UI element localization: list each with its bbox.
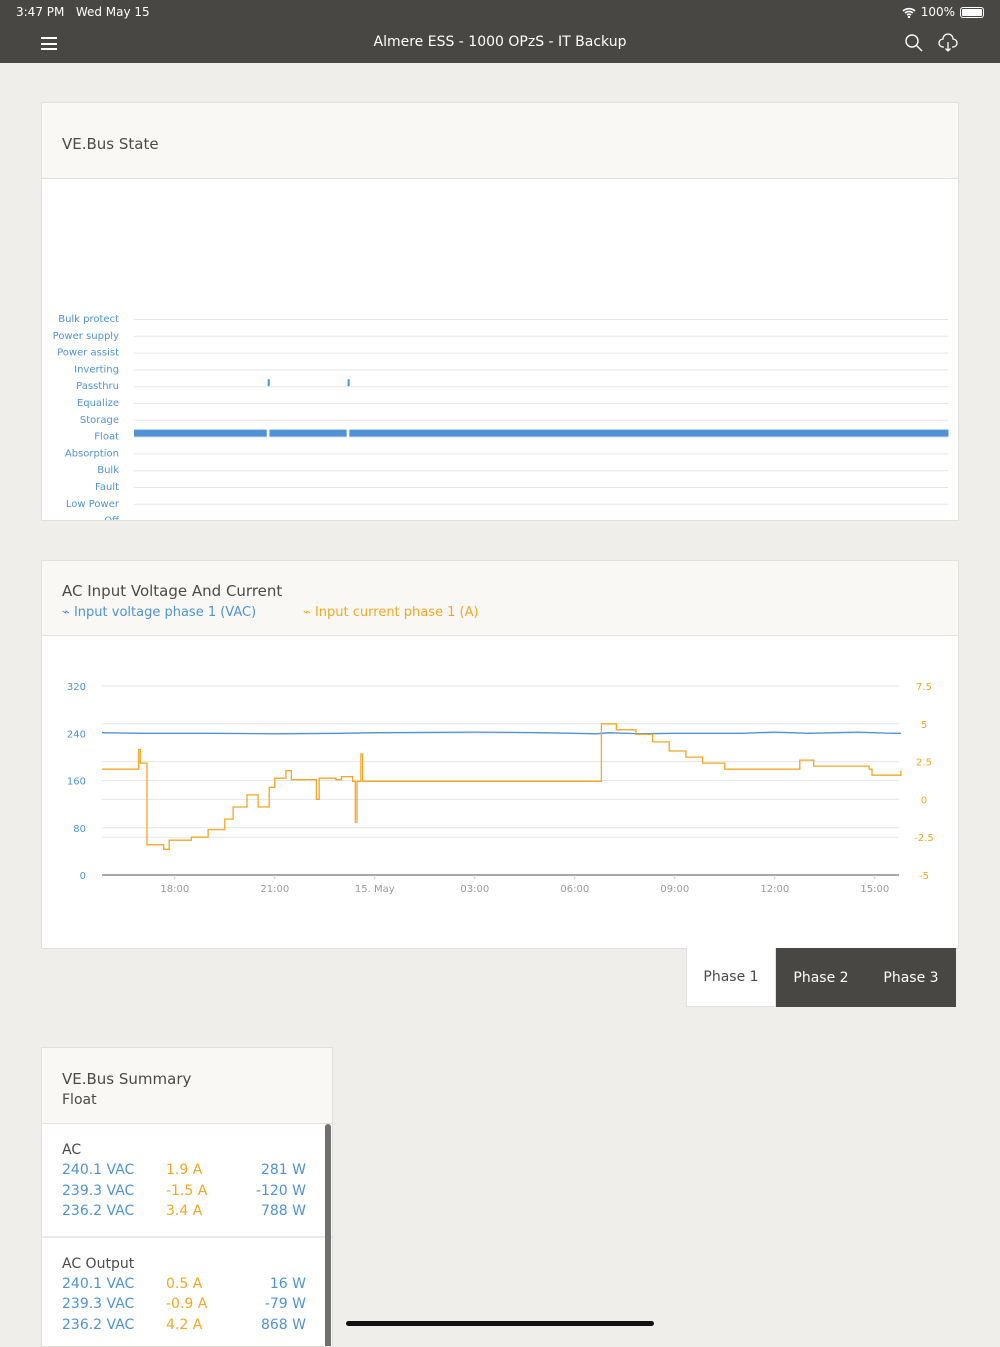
- tab-phase-1[interactable]: Phase 1: [686, 948, 776, 1007]
- current-series-line: [102, 724, 901, 850]
- x-tick-label: 15:00: [860, 884, 889, 895]
- state-label: Fault: [95, 482, 119, 493]
- section-title: AC Output: [62, 1256, 312, 1272]
- ac-input-chart: 0 80 160 240 320 -5 -2.5 0 2.5 5 7.5 18:00 21:00 15. …: [42, 637, 958, 949]
- y-right-tick-label: -2.5: [914, 833, 934, 844]
- voltage-value: 240.1 VAC: [62, 1162, 166, 1183]
- power-value: -79 W: [226, 1296, 306, 1317]
- y-left-tick-label: 0: [80, 871, 86, 882]
- page-title: Almere ESS - 1000 OPzS - IT Backup: [0, 34, 1000, 50]
- summary-row: 239.3 VAC-0.9 A-79 W: [62, 1296, 312, 1317]
- voltage-value: 239.3 VAC: [62, 1183, 166, 1204]
- status-time: 3:47 PM Wed May 15: [16, 5, 150, 19]
- card-title: VE.Bus Summary: [62, 1070, 312, 1088]
- y-right-tick-label: 0: [921, 795, 927, 806]
- state-label: Absorption: [65, 448, 119, 459]
- legend-current[interactable]: ⌁ Input current phase 1 (A): [303, 605, 479, 620]
- current-value: 1.9 A: [166, 1162, 226, 1183]
- state-bar: [349, 430, 948, 437]
- x-tick-label: 03:00: [460, 884, 489, 895]
- state-label: Power assist: [57, 348, 119, 359]
- phase-tabs: Phase 1 Phase 2 Phase 3: [686, 948, 956, 1007]
- wifi-icon: [902, 7, 916, 18]
- summary-state: Float: [62, 1092, 312, 1108]
- voltage-value: 239.3 VAC: [62, 1296, 166, 1317]
- state-bar: [269, 430, 346, 437]
- state-label: Bulk protect: [58, 314, 119, 325]
- card-header: VE.Bus State: [42, 103, 958, 179]
- battery-percent: 100%: [921, 5, 955, 19]
- ac-input-card: AC Input Voltage And Current ⌁ Input vol…: [41, 560, 959, 949]
- y-left-tick-label: 320: [67, 682, 86, 693]
- y-left-tick-label: 240: [67, 729, 86, 740]
- summary-row: 239.3 VAC-1.5 A-120 W: [62, 1183, 312, 1204]
- legend-voltage[interactable]: ⌁ Input voltage phase 1 (VAC): [62, 605, 256, 620]
- x-tick-label: 06:00: [560, 884, 589, 895]
- state-label: Float: [94, 432, 119, 443]
- state-label: Passthru: [76, 381, 119, 392]
- battery-icon: [960, 7, 984, 18]
- power-value: 16 W: [226, 1276, 306, 1297]
- y-left-tick-label: 80: [73, 824, 86, 835]
- x-tick-label: 09:00: [660, 884, 689, 895]
- y-right-tick-label: 7.5: [916, 682, 932, 693]
- y-right-tick-label: 5: [921, 720, 927, 731]
- card-title: AC Input Voltage And Current: [62, 582, 938, 600]
- current-value: 3.4 A: [166, 1203, 226, 1224]
- power-value: 788 W: [226, 1203, 306, 1224]
- state-label: Inverting: [74, 364, 119, 375]
- x-tick-label: 12:00: [760, 884, 789, 895]
- tab-phase-2[interactable]: Phase 2: [776, 948, 866, 1007]
- voltage-value: 240.1 VAC: [62, 1276, 166, 1297]
- status-date: Wed May 15: [76, 5, 150, 19]
- state-bar: [268, 379, 270, 386]
- status-bar: 3:47 PM Wed May 15 100%: [0, 0, 1000, 24]
- x-tick-label: 18:00: [160, 884, 189, 895]
- current-value: 0.5 A: [166, 1276, 226, 1297]
- y-right-tick-label: 2.5: [916, 758, 932, 769]
- scrollbar[interactable]: [325, 1124, 331, 1347]
- y-right-tick-label: -5: [919, 871, 929, 882]
- vebus-state-chart: Bulk protect Power supply Power assist Inve…: [42, 180, 958, 520]
- power-value: 281 W: [226, 1162, 306, 1183]
- home-indicator: [346, 1321, 654, 1326]
- x-tick-label: 15. May: [355, 884, 395, 895]
- legend-label: Input current phase 1 (A): [315, 605, 479, 620]
- vebus-state-card: VE.Bus State Bulk protect Power supply Pow…: [41, 102, 959, 521]
- state-bar: [134, 430, 267, 437]
- state-label: Bulk: [97, 465, 119, 476]
- search-icon[interactable]: [904, 33, 924, 53]
- state-label: Low Power: [66, 499, 120, 510]
- y-left-tick-label: 160: [67, 777, 86, 788]
- state-label: Storage: [80, 415, 119, 426]
- voltage-value: 236.2 VAC: [62, 1203, 166, 1224]
- card-title: VE.Bus State: [62, 135, 938, 153]
- power-value: -120 W: [226, 1183, 306, 1204]
- card-header: VE.Bus Summary Float: [42, 1048, 332, 1124]
- nav-bar: Almere ESS - 1000 OPzS - IT Backup: [0, 24, 1000, 63]
- section-title: AC: [62, 1142, 312, 1158]
- card-header: AC Input Voltage And Current ⌁ Input vol…: [42, 561, 958, 636]
- state-label: Power supply: [53, 331, 119, 342]
- cloud-download-icon[interactable]: [938, 33, 958, 53]
- current-value: -1.5 A: [166, 1183, 226, 1204]
- state-label: Off: [104, 516, 120, 520]
- x-tick-label: 21:00: [260, 884, 289, 895]
- current-value: -0.9 A: [166, 1296, 226, 1317]
- state-label: Equalize: [77, 398, 119, 409]
- legend-label: Input voltage phase 1 (VAC): [74, 605, 256, 620]
- tab-phase-3[interactable]: Phase 3: [866, 948, 956, 1007]
- state-bar: [348, 379, 350, 386]
